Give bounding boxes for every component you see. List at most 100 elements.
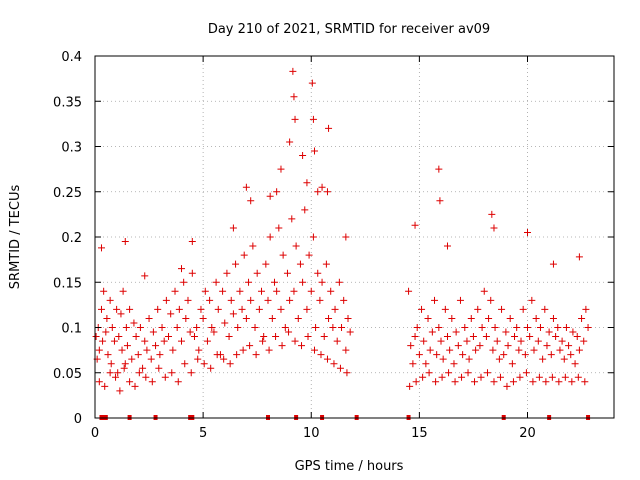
data-point <box>188 238 196 246</box>
data-point <box>264 296 272 304</box>
data-point <box>252 351 260 359</box>
data-point <box>508 360 516 368</box>
data-point <box>178 265 185 273</box>
data-point <box>95 346 103 354</box>
data-point <box>126 378 134 386</box>
data-point <box>335 278 343 286</box>
data-point <box>509 378 517 386</box>
data-point <box>277 165 285 173</box>
data-point <box>451 378 459 386</box>
data-point <box>239 346 247 354</box>
data-point <box>437 337 445 345</box>
data-point <box>575 346 583 354</box>
data-point <box>452 328 460 336</box>
data-point <box>309 115 317 123</box>
data-point <box>511 333 519 341</box>
data-point <box>201 287 209 295</box>
data-point <box>323 188 331 196</box>
data-point <box>247 296 255 304</box>
data-point <box>156 351 164 359</box>
data-point <box>446 346 454 354</box>
data-point <box>415 351 423 359</box>
data-point <box>329 324 337 331</box>
data-point <box>340 296 348 304</box>
data-point <box>496 373 504 381</box>
data-point <box>304 333 312 341</box>
data-point <box>472 346 480 354</box>
data-point <box>203 337 211 345</box>
data-point <box>581 378 589 386</box>
data-point <box>260 333 268 341</box>
data-point <box>158 324 166 331</box>
data-point <box>299 152 307 160</box>
x-tick-label: 0 <box>91 426 99 441</box>
data-point <box>161 373 169 381</box>
data-point <box>342 233 350 241</box>
x-tick-labels: 0 5 10 15 20 <box>91 426 536 441</box>
data-point <box>213 351 221 359</box>
data-point <box>567 351 575 359</box>
data-point <box>454 342 462 350</box>
data-point <box>582 305 590 313</box>
data-point <box>154 305 162 313</box>
data-point <box>101 382 109 390</box>
data-point <box>135 369 143 377</box>
data-point <box>458 373 466 381</box>
data-point <box>298 342 306 350</box>
data-point <box>160 337 168 345</box>
data-point <box>314 269 322 277</box>
data-point <box>197 305 205 313</box>
data-point <box>106 296 114 304</box>
data-point <box>122 324 130 331</box>
data-point <box>229 310 237 318</box>
data-point <box>291 337 299 345</box>
data-point <box>448 314 456 322</box>
data-point <box>187 369 195 377</box>
data-point <box>547 351 555 359</box>
data-point <box>242 183 250 191</box>
y-tick-label: 0.35 <box>53 95 82 110</box>
data-point <box>490 224 498 232</box>
data-point <box>116 387 124 395</box>
data-point <box>584 324 592 331</box>
data-point <box>490 378 498 386</box>
data-point <box>117 310 125 318</box>
data-point <box>535 373 543 381</box>
plot-frame <box>94 55 615 419</box>
data-point <box>539 355 547 363</box>
data-point <box>126 305 134 313</box>
data-point <box>155 364 163 372</box>
data-point <box>318 278 326 286</box>
data-point <box>145 314 153 322</box>
data-point <box>411 333 419 341</box>
data-point <box>445 369 453 377</box>
data-point <box>123 342 131 350</box>
data-point <box>327 287 335 295</box>
data-point <box>331 305 339 313</box>
data-point <box>249 242 257 250</box>
data-point <box>412 378 420 386</box>
data-point <box>229 224 237 232</box>
data-point <box>253 269 261 277</box>
data-point <box>431 296 439 304</box>
data-point <box>141 337 149 345</box>
data-point <box>541 305 549 313</box>
data-point <box>279 251 287 259</box>
x-tick-label: 20 <box>519 426 536 441</box>
data-point <box>465 355 473 363</box>
data-point <box>247 197 255 205</box>
data-point <box>342 346 350 354</box>
data-point <box>504 342 512 350</box>
data-point <box>119 287 127 295</box>
data-point <box>333 337 341 345</box>
data-point <box>573 333 581 341</box>
data-point <box>420 337 428 345</box>
data-point <box>108 324 116 331</box>
data-point <box>206 296 214 304</box>
data-point <box>467 314 475 322</box>
data-point <box>233 351 241 359</box>
data-point <box>251 324 259 331</box>
data-point <box>226 360 234 368</box>
data-point <box>459 351 467 359</box>
data-point <box>526 333 534 341</box>
